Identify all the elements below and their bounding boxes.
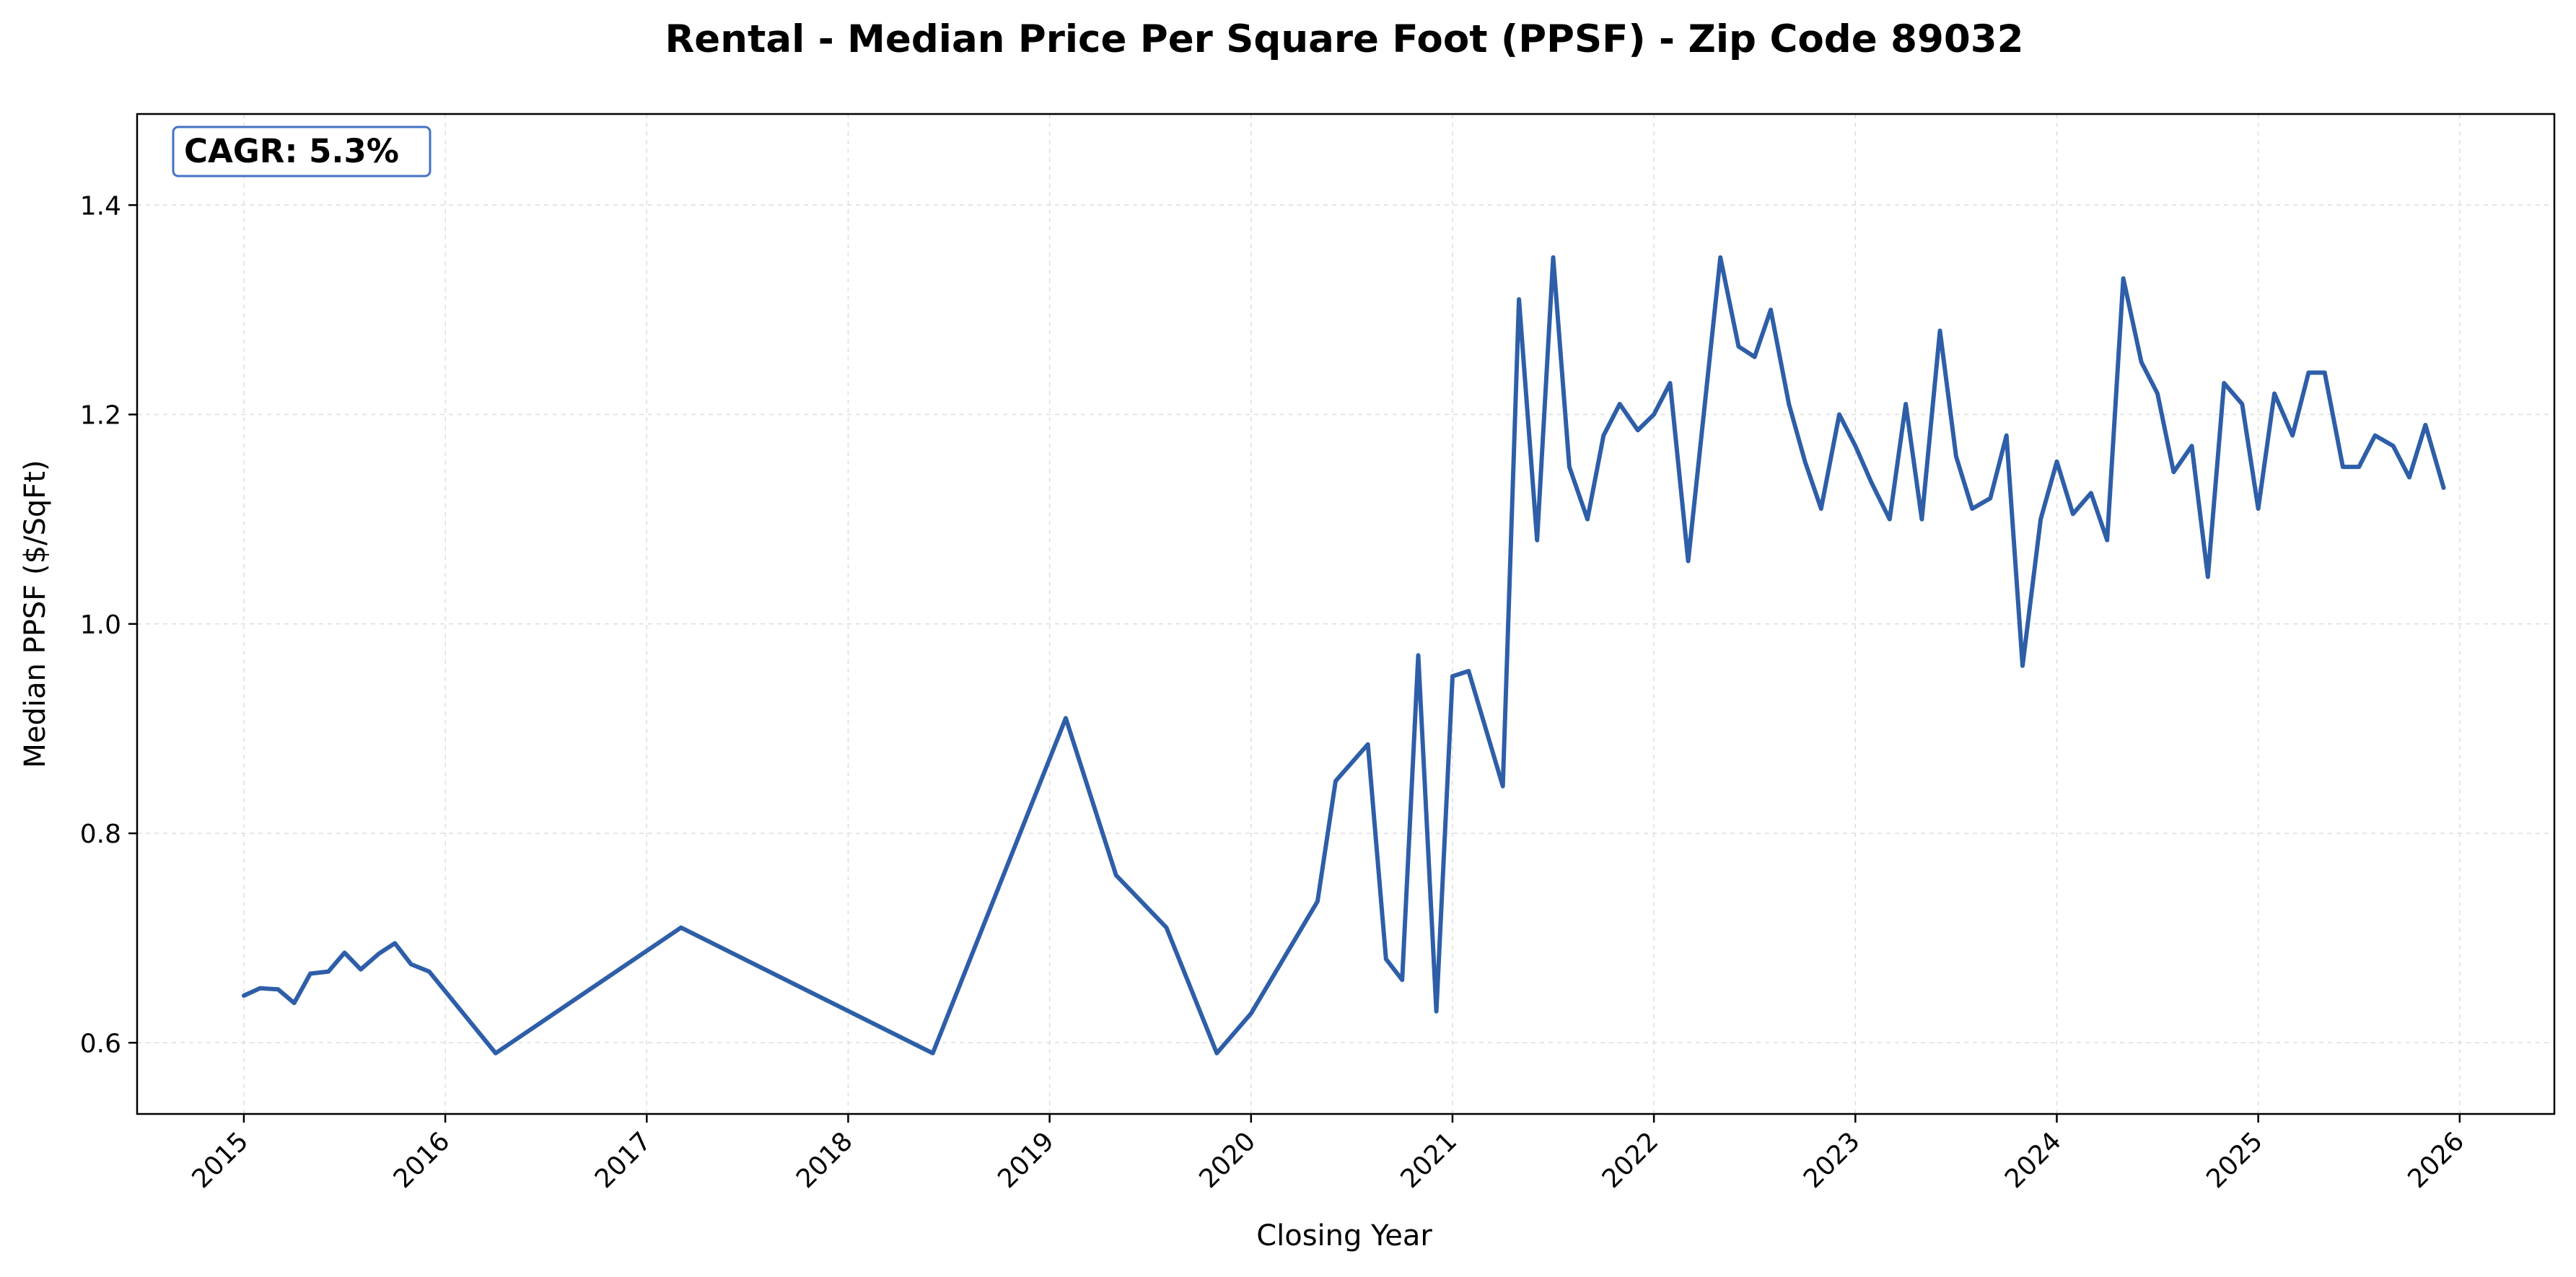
x-axis-label: Closing Year: [1256, 1219, 1432, 1252]
chart-title: Rental - Median Price Per Square Foot (P…: [665, 17, 2024, 61]
cagr-label: CAGR: 5.3%: [184, 132, 399, 170]
y-tick-label: 0.6: [80, 1029, 121, 1058]
cagr-box: [172, 126, 431, 177]
grid: [137, 114, 2554, 1114]
y-tick-label: 0.8: [80, 820, 121, 849]
cagr-annotation: CAGR: 5.3%: [172, 126, 431, 177]
y-tick-label: 1.4: [80, 191, 121, 221]
y-tick-label: 1.0: [80, 610, 121, 640]
plot-area: [136, 113, 2556, 1115]
series-line: [242, 255, 2446, 1056]
series-layer: [242, 255, 2446, 1056]
y-tick-label: 1.2: [80, 401, 121, 431]
y-axis-label: Median PPSF ($/SqFt): [19, 460, 52, 768]
